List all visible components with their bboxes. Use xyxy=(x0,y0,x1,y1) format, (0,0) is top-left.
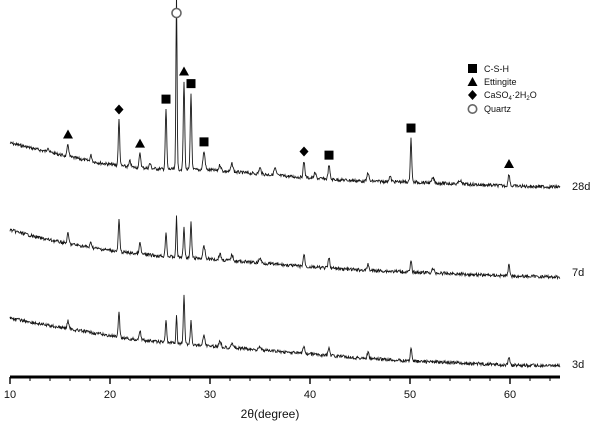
marker-triangle-59.9 xyxy=(504,158,514,168)
marker-triangle-23 xyxy=(135,138,145,148)
x-axis-title: 2θ(degree) xyxy=(241,407,300,421)
legend-gypsum-sub1: 4 xyxy=(509,96,513,102)
legend-gypsum-main: CaSO xyxy=(484,90,509,100)
x-tick-label-10: 10 xyxy=(4,389,16,401)
series-line-3d xyxy=(9,294,561,369)
marker-square-41.9 xyxy=(324,150,334,160)
x-tick-label-20: 20 xyxy=(104,389,116,401)
marker-layer xyxy=(63,7,514,168)
x-tick-label-40: 40 xyxy=(304,389,316,401)
legend-square-icon xyxy=(468,64,477,73)
x-tick-label-50: 50 xyxy=(404,389,416,401)
x-tick-label-30: 30 xyxy=(204,389,216,401)
series-label-7d: 7d xyxy=(572,267,584,279)
marker-triangle-27.4 xyxy=(179,66,189,76)
marker-circle-26.65 xyxy=(171,7,182,19)
legend: C-S-H Ettingite CaSO4·2H2O Quartz xyxy=(467,64,537,115)
legend-triangle-icon xyxy=(467,77,478,86)
marker-square-28.1 xyxy=(186,79,196,89)
marker-square-25.6 xyxy=(161,94,171,104)
x-axis-ticks xyxy=(9,377,551,384)
marker-triangle-15.8 xyxy=(63,129,73,139)
series-layer xyxy=(9,0,561,369)
marker-square-29.4 xyxy=(199,137,209,147)
legend-label-quartz: Quartz xyxy=(484,104,512,114)
legend-label-gypsum: CaSO4·2H2O xyxy=(484,90,537,102)
marker-square-50.1 xyxy=(406,123,416,133)
legend-gypsum-end: O xyxy=(530,90,537,100)
legend-diamond-icon xyxy=(468,90,477,100)
series-label-3d: 3d xyxy=(572,359,584,371)
marker-diamond-39.4 xyxy=(299,146,309,157)
legend-label-ettingite: Ettingite xyxy=(484,77,517,87)
x-tick-label-60: 60 xyxy=(504,389,516,401)
series-label-28d: 28d xyxy=(572,181,590,193)
series-line-7d xyxy=(9,215,561,281)
legend-gypsum-sub2: 2 xyxy=(526,96,530,102)
legend-quartz-icon xyxy=(467,104,478,115)
legend-label-csh: C-S-H xyxy=(484,64,509,74)
series-line-28d xyxy=(9,0,561,190)
marker-diamond-20.9 xyxy=(114,104,124,115)
legend-gypsum-mid: ·2H xyxy=(512,90,527,100)
